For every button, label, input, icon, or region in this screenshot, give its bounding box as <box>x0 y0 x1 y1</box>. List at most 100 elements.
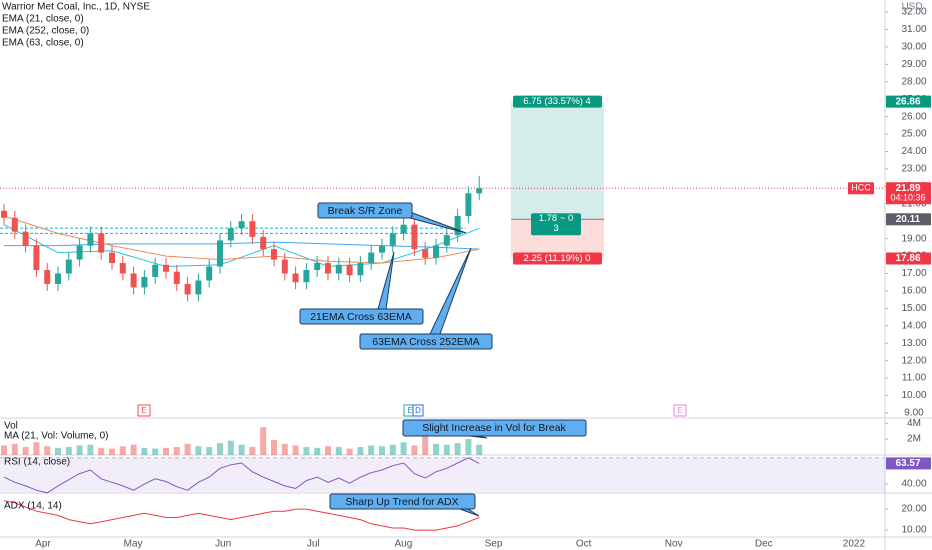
entry-price-badge-bg <box>886 213 931 226</box>
volume-bar <box>173 447 180 455</box>
y-tick-label: 15.00 <box>901 303 926 314</box>
volume-bar <box>465 439 472 455</box>
x-tick-label: Jun <box>215 539 231 550</box>
candle-body <box>141 276 148 288</box>
candle-body <box>22 231 29 246</box>
volume-bar <box>389 444 396 455</box>
x-tick-label: Oct <box>576 539 592 550</box>
y-tick-label: 26.00 <box>901 111 926 122</box>
symbol-badge-bg <box>848 182 874 195</box>
target-label: 6.75 (33.57%) 4 <box>523 96 591 107</box>
volume-bar <box>400 442 407 455</box>
event-label[interactable]: E <box>141 406 146 415</box>
volume-bar <box>109 448 115 455</box>
candle-body <box>271 249 277 260</box>
candle-body <box>411 224 418 250</box>
candle-body <box>173 271 180 284</box>
candle-body <box>465 193 472 216</box>
volume-bar <box>238 444 245 455</box>
last-price-badge-bg <box>886 182 931 205</box>
callout <box>359 333 493 350</box>
candle-body <box>152 264 159 277</box>
volume-bar <box>65 447 72 455</box>
candle-body <box>325 263 331 274</box>
candle-body <box>389 233 396 246</box>
candle-body <box>119 263 126 274</box>
pane-subtitle: MA (21, Vol: Volume, 0) <box>4 431 109 442</box>
volume-bar <box>346 448 353 455</box>
event-label[interactable]: E <box>677 406 682 415</box>
candle-body <box>227 228 234 241</box>
target-label-bg <box>513 95 602 108</box>
rsi-badge-bg <box>886 457 931 470</box>
candle-body <box>44 270 51 284</box>
callout <box>402 419 587 437</box>
volume-bar <box>98 447 105 455</box>
volume-bar <box>281 443 288 455</box>
y-tick-label: 31.00 <box>901 24 926 35</box>
candle-body <box>443 235 450 246</box>
y-tick-label: 2M <box>907 434 921 445</box>
candle-body <box>476 188 483 194</box>
volume-bar <box>184 443 191 455</box>
event-badge[interactable] <box>673 404 687 417</box>
candle-body <box>292 273 299 283</box>
candle-body <box>130 273 137 288</box>
rsi-badge: 63.57 <box>895 458 920 469</box>
event-label[interactable]: D <box>415 406 421 415</box>
x-tick-label: Sep <box>485 539 503 550</box>
candle-body <box>454 215 461 236</box>
candle-body <box>1 210 7 218</box>
y-tick-label: 20.00 <box>901 504 926 515</box>
ema-line <box>3 224 480 268</box>
y-tick-label: 4M <box>907 418 921 429</box>
candle-body <box>335 264 342 274</box>
chart-title: Warrior Met Coal, Inc., 1D, NYSE <box>2 2 150 13</box>
pane-title: Vol <box>4 421 18 432</box>
candle-body <box>433 245 439 258</box>
x-tick-label: Jul <box>307 539 320 550</box>
volume-bar <box>55 447 61 455</box>
candle-body <box>357 263 364 276</box>
candle-body <box>55 273 61 284</box>
y-tick-label: 19.00 <box>901 233 926 244</box>
x-tick-label: Apr <box>35 539 51 550</box>
event-badge[interactable] <box>412 404 424 417</box>
volume-bar <box>335 447 342 455</box>
volume-bar <box>11 443 18 455</box>
ema-line <box>3 215 480 264</box>
volume-bar <box>119 446 126 455</box>
y-tick-label: 9.00 <box>904 408 924 419</box>
x-tick-label: Dec <box>755 539 773 550</box>
y-tick-label: 14.00 <box>901 320 926 331</box>
rsi-band <box>0 457 885 492</box>
y-tick-label: 29.00 <box>901 59 926 70</box>
indicator-line <box>3 500 480 531</box>
volume-bar <box>454 443 461 455</box>
x-tick-label: 2022 <box>843 539 866 550</box>
volume-bar <box>249 447 256 455</box>
entry-label: 1.78 ~ 0 <box>539 213 574 224</box>
callout-text: Sharp Up Trend for ADX <box>345 496 458 508</box>
volume-bar <box>357 447 364 455</box>
y-tick-label: 23.00 <box>901 164 926 175</box>
volume-bar <box>130 444 137 455</box>
volume-bar <box>325 446 331 455</box>
callout-text: Slight Increase in Vol for Break <box>422 422 566 434</box>
y-tick-label: 10.00 <box>901 525 926 536</box>
volume-bar <box>379 446 385 455</box>
volume-bar <box>206 447 213 455</box>
stop-label: 2.25 (11.19%) 0 <box>524 253 591 264</box>
y-tick-label: 13.00 <box>901 338 926 349</box>
y-tick-label: 12.00 <box>901 355 926 366</box>
event-badge[interactable] <box>137 404 151 417</box>
candle-body <box>346 264 353 276</box>
volume-bar <box>292 445 299 455</box>
volume-bar <box>87 444 94 455</box>
volume-bar <box>217 443 223 455</box>
volume-bar <box>227 440 234 455</box>
candle-body <box>260 236 267 250</box>
candle-body <box>206 266 213 281</box>
callout-text: Break S/R Zone <box>328 205 403 217</box>
event-label[interactable]: E <box>407 406 412 415</box>
